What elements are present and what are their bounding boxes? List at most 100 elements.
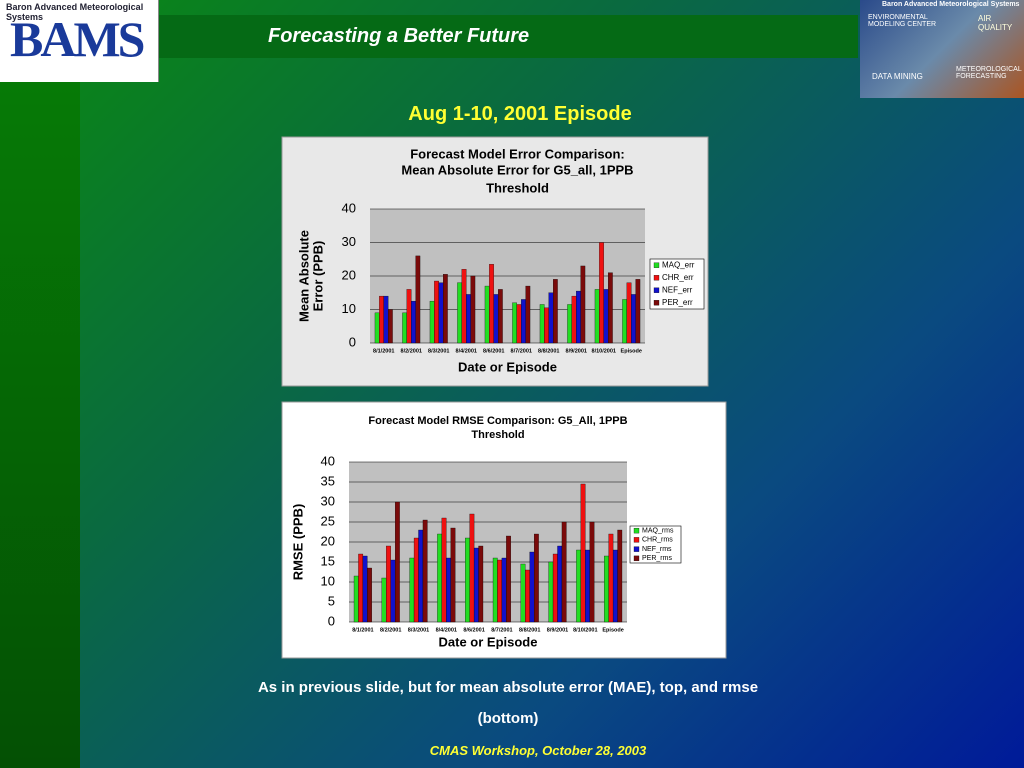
bar [525, 285, 531, 344]
bar [429, 300, 435, 344]
legend-swatch [633, 555, 640, 562]
legend-swatch [653, 275, 660, 281]
chart-title: Forecast Model Error Comparison: [410, 146, 625, 161]
bar [374, 312, 380, 344]
bar [411, 300, 416, 344]
bar [367, 567, 372, 623]
chart-title: Mean Absolute Error for G5_all, 1PPB [401, 162, 633, 177]
y-tick-label: 20 [321, 533, 335, 548]
bar [470, 275, 476, 344]
banner-image: Baron Advanced Meteorological Systems EN… [860, 0, 1024, 98]
x-tick-label: 8/9/2001 [566, 348, 587, 354]
bar [580, 265, 586, 344]
bar [415, 255, 421, 344]
bar [409, 557, 415, 623]
legend-label: MAQ_rms [642, 527, 674, 534]
x-tick-label: 8/8/2001 [538, 348, 559, 354]
logo: BAMS [10, 11, 145, 67]
bar [576, 549, 582, 623]
bar [386, 545, 391, 623]
y-tick-label: 35 [321, 473, 335, 488]
bar [497, 289, 503, 344]
legend-label: MAQ_err [662, 260, 695, 269]
y-tick-label: 30 [342, 234, 356, 249]
x-tick-label: 8/6/2001 [483, 348, 504, 354]
x-tick-label: 8/3/2001 [408, 627, 429, 633]
bar [465, 537, 470, 623]
chart: Forecast Model RMSE Comparison: G5_All, … [281, 401, 727, 659]
bar [478, 545, 484, 623]
bar [516, 304, 522, 344]
bar [589, 521, 595, 623]
x-tick-label: 8/7/2001 [511, 348, 532, 354]
banner-text: Baron Advanced Meteorological Systems [882, 1, 1020, 8]
logo-box: Baron Advanced Meteorological Systems BA… [0, 0, 159, 82]
x-axis-label: Date or Episode [458, 359, 557, 374]
bar [520, 563, 526, 623]
bar [506, 535, 511, 623]
caption: As in previous slide, but for mean absol… [257, 679, 759, 727]
legend-label: CHR_rms [642, 537, 673, 544]
bar [434, 280, 439, 344]
bar [446, 557, 451, 623]
legend-swatch [653, 262, 660, 268]
bar [561, 521, 567, 623]
chart-title: Forecast Model RMSE Comparison: G5_All, … [368, 415, 627, 427]
legend-swatch [653, 300, 660, 306]
bar [576, 290, 581, 344]
y-axis-label: RMSE (PPB) [290, 504, 305, 581]
bar [571, 295, 577, 344]
bar [585, 549, 590, 623]
legend-swatch [633, 546, 640, 552]
bar [484, 285, 490, 344]
bar [379, 295, 384, 344]
bar [557, 545, 563, 623]
bar [608, 533, 614, 623]
bar [383, 295, 389, 344]
bar [358, 553, 364, 623]
y-tick-label: 25 [321, 513, 335, 528]
x-axis-label: Date or Episode [439, 634, 538, 649]
bar [497, 559, 503, 623]
x-tick-label: Episode [621, 348, 642, 354]
x-tick-label: 8/9/2001 [547, 627, 568, 633]
bar [599, 242, 604, 344]
legend-label: CHR_err [662, 273, 694, 282]
y-tick-label: 40 [321, 453, 335, 468]
y-axis-label: Mean Absolute [296, 230, 311, 322]
bar [353, 575, 359, 623]
legend-label: NEF_rms [642, 546, 672, 553]
y-tick-label: 30 [321, 493, 335, 508]
bar [521, 299, 526, 344]
x-tick-label: 8/1/2001 [373, 348, 394, 354]
bar [622, 299, 628, 344]
bar [441, 517, 447, 623]
bar [626, 282, 632, 344]
x-tick-label: 8/2/2001 [380, 627, 401, 633]
y-tick-label: 40 [342, 200, 356, 215]
bar [466, 294, 471, 344]
chart-title: Threshold [486, 180, 549, 195]
bar [612, 549, 618, 623]
bar [544, 307, 549, 344]
y-tick-label: 10 [342, 301, 356, 316]
footer: CMAS Workshop, October 28, 2003 [429, 743, 647, 758]
chart-title: Threshold [471, 429, 524, 441]
bar [533, 533, 539, 623]
bar [469, 513, 475, 623]
bar [437, 533, 443, 623]
logo-caption: Baron Advanced Meteorological Systems [6, 2, 144, 22]
x-tick-label: 8/1/2001 [352, 627, 373, 633]
bar [390, 559, 396, 623]
bar [461, 269, 467, 344]
bar [493, 294, 499, 344]
banner-text: METEOROLOGICAL FORECASTING [956, 66, 1022, 80]
bar [492, 557, 498, 623]
x-tick-label: 8/10/2001 [592, 348, 616, 354]
bar [418, 529, 424, 623]
x-tick-label: 8/2/2001 [401, 348, 422, 354]
x-tick-label: 8/6/2001 [463, 627, 484, 633]
bar [548, 292, 554, 344]
banner-text: AIR QUALITY [978, 14, 1013, 32]
